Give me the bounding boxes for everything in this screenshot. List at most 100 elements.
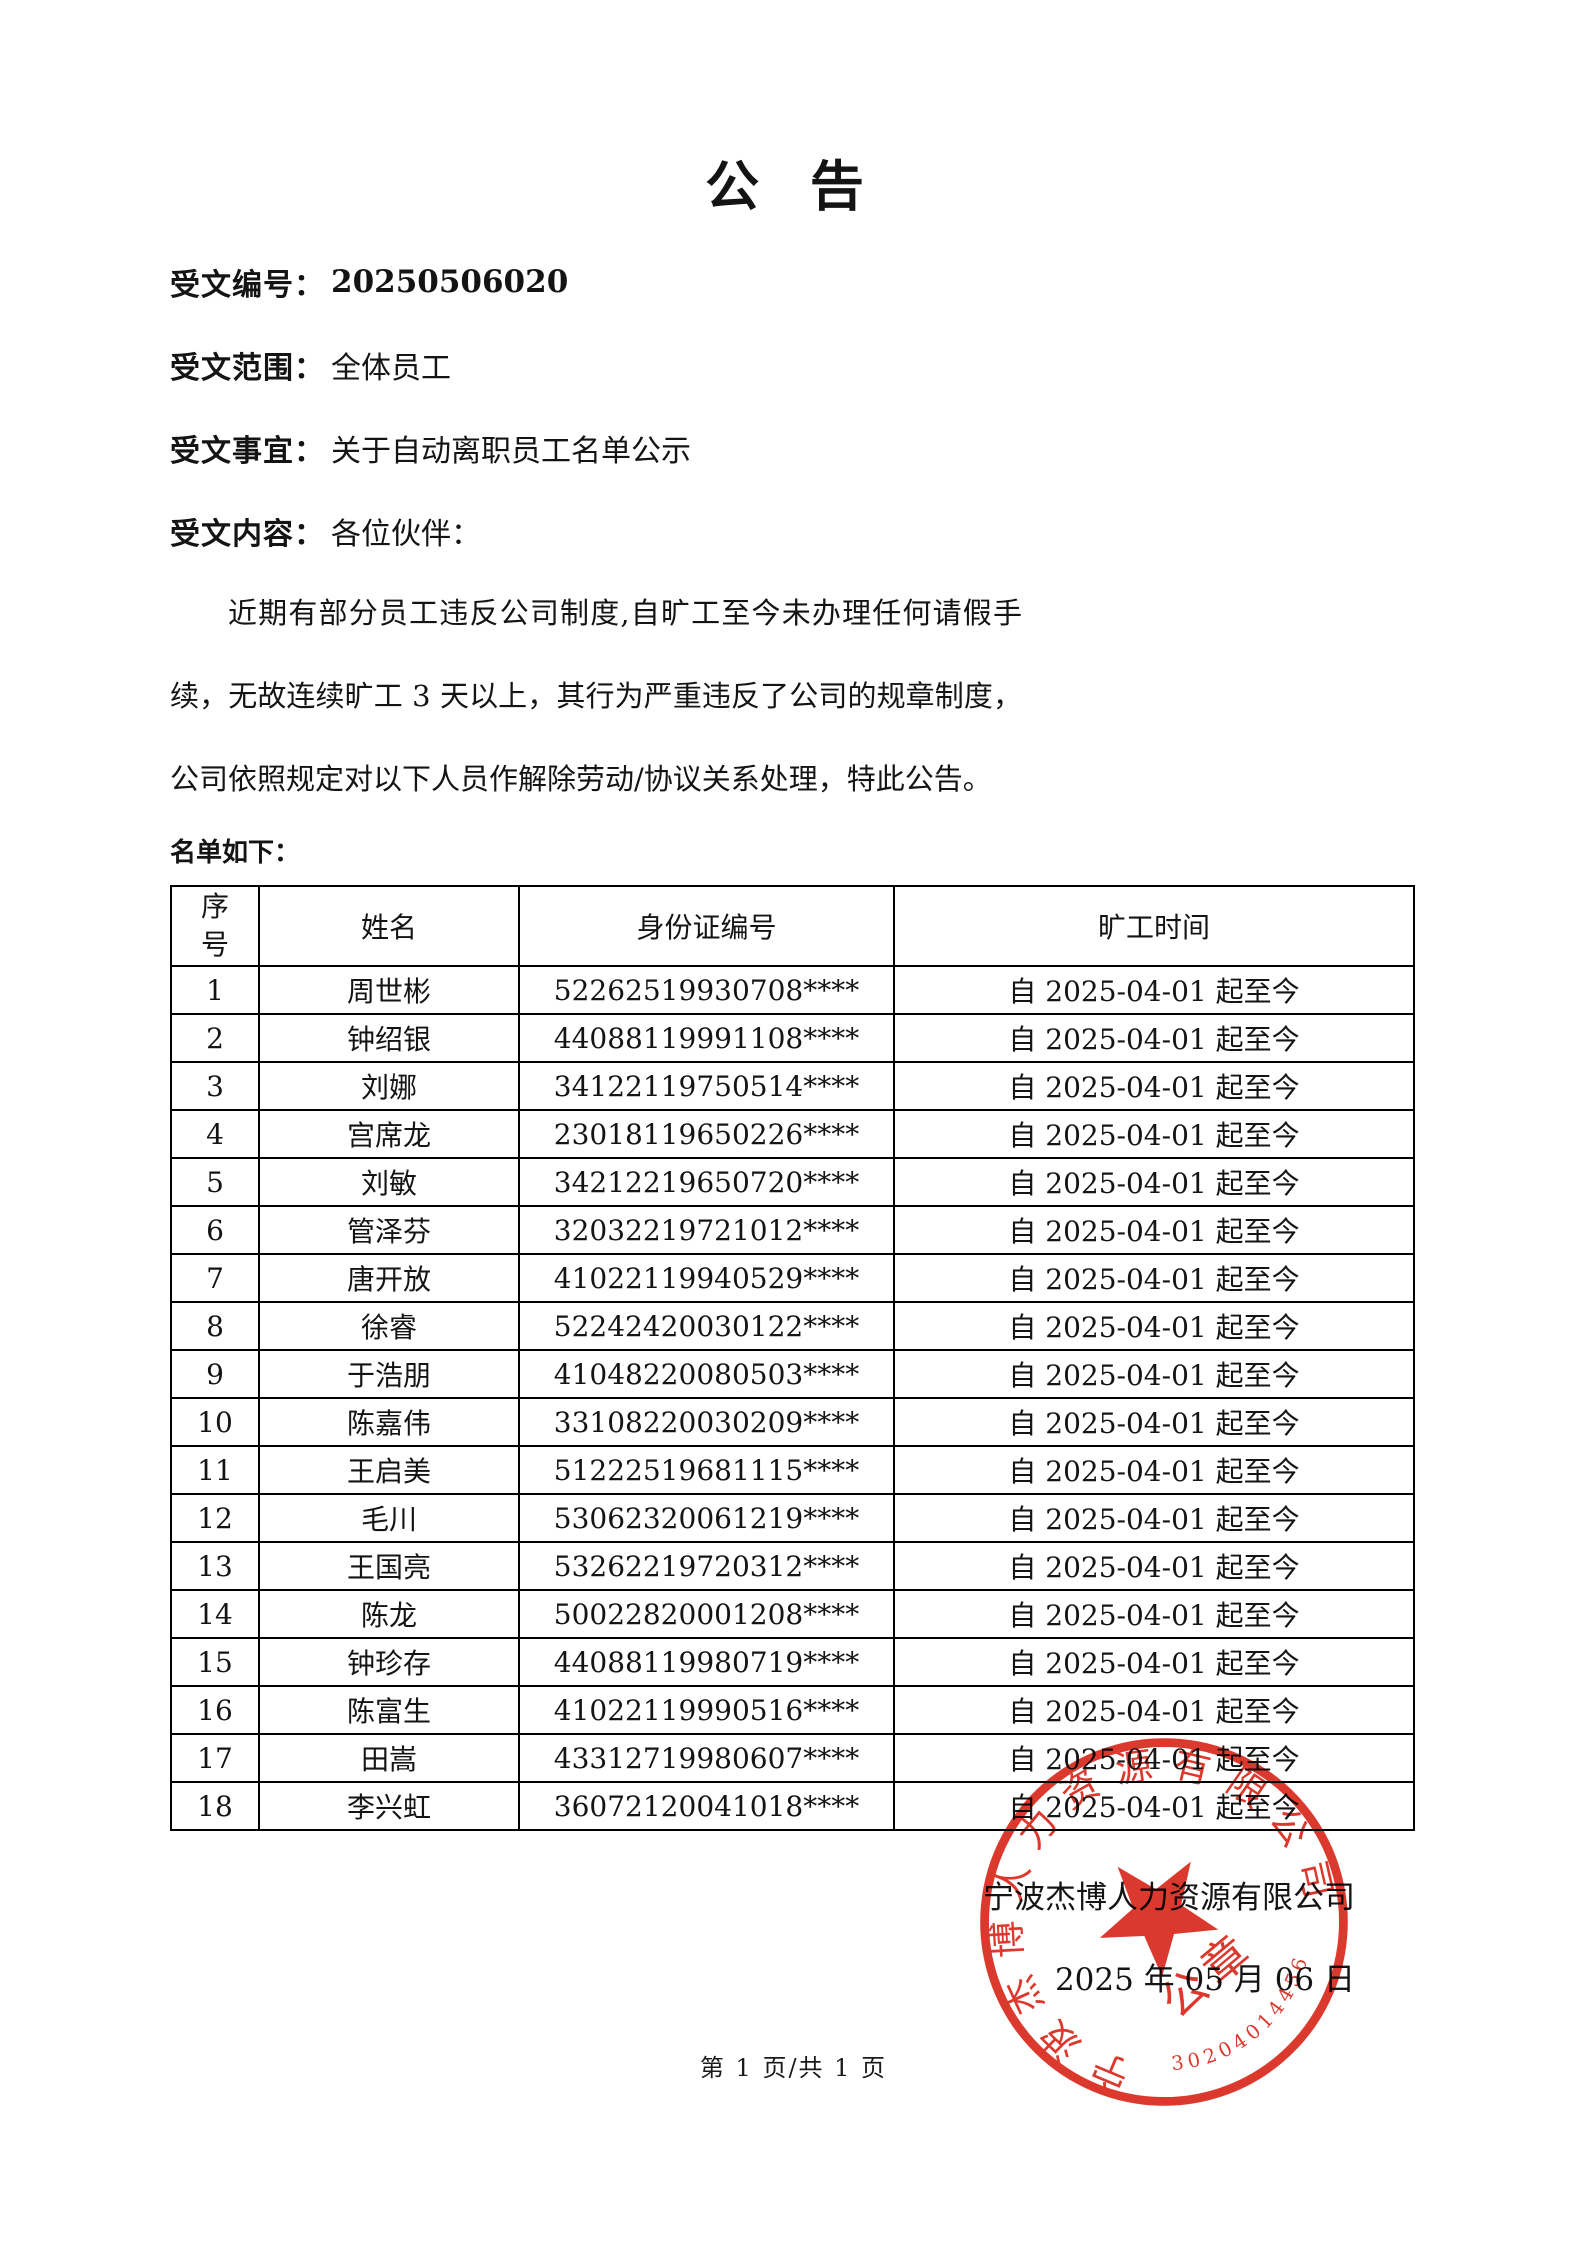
page-title: 公 告 — [705, 154, 880, 218]
cell-id-number: 53262219720312**** — [518, 1541, 895, 1591]
table-row: 1 周世彬 52262519930708**** 自 2025-04-01 起至… — [170, 965, 1415, 1015]
cell-id-number: 23018119650226**** — [518, 1109, 895, 1159]
cell-serial-no: 16 — [170, 1685, 260, 1735]
cell-name: 宫席龙 — [258, 1109, 520, 1159]
cell-serial-no: 8 — [170, 1301, 260, 1351]
table-row: 2 钟绍银 44088119991108**** 自 2025-04-01 起至… — [170, 1013, 1415, 1063]
cell-name: 陈嘉伟 — [258, 1397, 520, 1447]
cell-id-number: 33108220030209**** — [518, 1397, 895, 1447]
cell-id-number: 52242420030122**** — [518, 1301, 895, 1351]
cell-absence-period: 自 2025-04-01 起至今 — [893, 1349, 1415, 1399]
meta-doc-number: 受文编号： 20250506020 — [170, 240, 1415, 323]
header-absence-period: 旷工时间 — [893, 885, 1415, 967]
meta-subject-value: 关于自动离职员工名单公示 — [331, 433, 691, 469]
cell-id-number: 50022820001208**** — [518, 1589, 895, 1639]
cell-id-number: 32032219721012**** — [518, 1205, 895, 1255]
table-row: 8 徐睿 52242420030122**** 自 2025-04-01 起至今 — [170, 1301, 1415, 1351]
meta-content-intro-label: 受文内容： — [170, 516, 325, 552]
table-row: 10 陈嘉伟 33108220030209**** 自 2025-04-01 起… — [170, 1397, 1415, 1447]
table-header-row: 序号 姓名 身份证编号 旷工时间 — [170, 885, 1415, 967]
cell-id-number: 44088119980719**** — [518, 1637, 895, 1687]
cell-absence-period: 自 2025-04-01 起至今 — [893, 1445, 1415, 1495]
cell-serial-no: 14 — [170, 1589, 260, 1639]
cell-serial-no: 15 — [170, 1637, 260, 1687]
cell-serial-no: 1 — [170, 965, 260, 1015]
cell-name: 毛川 — [258, 1493, 520, 1543]
cell-serial-no: 5 — [170, 1157, 260, 1207]
cell-id-number: 36072120041018**** — [518, 1781, 895, 1831]
table-row: 5 刘敏 34212219650720**** 自 2025-04-01 起至今 — [170, 1157, 1415, 1207]
table-row: 12 毛川 53062320061219**** 自 2025-04-01 起至… — [170, 1493, 1415, 1543]
cell-serial-no: 7 — [170, 1253, 260, 1303]
header-name: 姓名 — [258, 885, 520, 967]
cell-id-number: 51222519681115**** — [518, 1445, 895, 1495]
cell-absence-period: 自 2025-04-01 起至今 — [893, 1637, 1415, 1687]
table-row: 18 李兴虹 36072120041018**** 自 2025-04-01 起… — [170, 1781, 1415, 1831]
cell-name: 陈龙 — [258, 1589, 520, 1639]
meta-doc-number-value: 20250506020 — [331, 263, 569, 300]
meta-subject: 受文事宜： 关于自动离职员工名单公示 — [170, 406, 1415, 489]
table-row: 3 刘娜 34122119750514**** 自 2025-04-01 起至今 — [170, 1061, 1415, 1111]
cell-name: 于浩朋 — [258, 1349, 520, 1399]
cell-serial-no: 10 — [170, 1397, 260, 1447]
table-row: 16 陈富生 41022119990516**** 自 2025-04-01 起… — [170, 1685, 1415, 1735]
cell-absence-period: 自 2025-04-01 起至今 — [893, 1109, 1415, 1159]
cell-serial-no: 17 — [170, 1733, 260, 1783]
meta-content-intro: 受文内容： 各位伙伴： — [170, 489, 1415, 572]
cell-name: 刘敏 — [258, 1157, 520, 1207]
signature-block: 宁波杰博人力资源有限公司 2025 年 05 月 06 日 — [170, 1875, 1415, 2003]
cell-id-number: 34212219650720**** — [518, 1157, 895, 1207]
table-row: 4 宫席龙 23018119650226**** 自 2025-04-01 起至… — [170, 1109, 1415, 1159]
meta-scope-label: 受文范围： — [170, 350, 325, 386]
cell-name: 钟绍银 — [258, 1013, 520, 1063]
page-number: 第 1 页/共 1 页 — [699, 2054, 888, 2082]
cell-serial-no: 3 — [170, 1061, 260, 1111]
cell-name: 管泽芬 — [258, 1205, 520, 1255]
cell-id-number: 52262519930708**** — [518, 965, 895, 1015]
cell-id-number: 34122119750514**** — [518, 1061, 895, 1111]
meta-scope-value: 全体员工 — [331, 350, 451, 386]
header-serial-no: 序号 — [170, 885, 260, 967]
meta-block: 受文编号： 20250506020 受文范围： 全体员工 受文事宜： 关于自动离… — [170, 240, 1415, 572]
cell-absence-period: 自 2025-04-01 起至今 — [893, 1685, 1415, 1735]
cell-name: 钟珍存 — [258, 1637, 520, 1687]
cell-absence-period: 自 2025-04-01 起至今 — [893, 1781, 1415, 1831]
cell-name: 陈富生 — [258, 1685, 520, 1735]
header-id-number: 身份证编号 — [518, 885, 895, 967]
cell-name: 刘娜 — [258, 1061, 520, 1111]
cell-serial-no: 12 — [170, 1493, 260, 1543]
cell-id-number: 41048220080503**** — [518, 1349, 895, 1399]
cell-serial-no: 9 — [170, 1349, 260, 1399]
cell-absence-period: 自 2025-04-01 起至今 — [893, 1205, 1415, 1255]
cell-name: 田嵩 — [258, 1733, 520, 1783]
table-row: 9 于浩朋 41048220080503**** 自 2025-04-01 起至… — [170, 1349, 1415, 1399]
cell-id-number: 43312719980607**** — [518, 1733, 895, 1783]
cell-absence-period: 自 2025-04-01 起至今 — [893, 965, 1415, 1015]
cell-id-number: 41022119990516**** — [518, 1685, 895, 1735]
list-intro: 名单如下： — [170, 838, 301, 868]
table-row: 13 王国亮 53262219720312**** 自 2025-04-01 起… — [170, 1541, 1415, 1591]
meta-doc-number-label: 受文编号： — [170, 267, 325, 303]
cell-absence-period: 自 2025-04-01 起至今 — [893, 1733, 1415, 1783]
cell-name: 周世彬 — [258, 965, 520, 1015]
cell-serial-no: 13 — [170, 1541, 260, 1591]
meta-subject-label: 受文事宜： — [170, 433, 325, 469]
signature-date: 2025 年 05 月 06 日 — [1054, 1962, 1355, 1998]
meta-content-intro-value: 各位伙伴： — [331, 516, 481, 552]
cell-serial-no: 2 — [170, 1013, 260, 1063]
cell-absence-period: 自 2025-04-01 起至今 — [893, 1493, 1415, 1543]
cell-absence-period: 自 2025-04-01 起至今 — [893, 1589, 1415, 1639]
cell-name: 徐睿 — [258, 1301, 520, 1351]
cell-absence-period: 自 2025-04-01 起至今 — [893, 1541, 1415, 1591]
table-row: 11 王启美 51222519681115**** 自 2025-04-01 起… — [170, 1445, 1415, 1495]
signature-company: 宁波杰博人力资源有限公司 — [983, 1880, 1355, 1916]
cell-absence-period: 自 2025-04-01 起至今 — [893, 1061, 1415, 1111]
cell-name: 王启美 — [258, 1445, 520, 1495]
table-row: 6 管泽芬 32032219721012**** 自 2025-04-01 起至… — [170, 1205, 1415, 1255]
cell-id-number: 44088119991108**** — [518, 1013, 895, 1063]
cell-absence-period: 自 2025-04-01 起至今 — [893, 1157, 1415, 1207]
table-row: 17 田嵩 43312719980607**** 自 2025-04-01 起至… — [170, 1733, 1415, 1783]
cell-absence-period: 自 2025-04-01 起至今 — [893, 1301, 1415, 1351]
body-paragraph: 近期有部分员工违反公司制度,自旷工至今未办理任何请假手续，无故连续旷工 3 天以… — [170, 596, 1022, 796]
